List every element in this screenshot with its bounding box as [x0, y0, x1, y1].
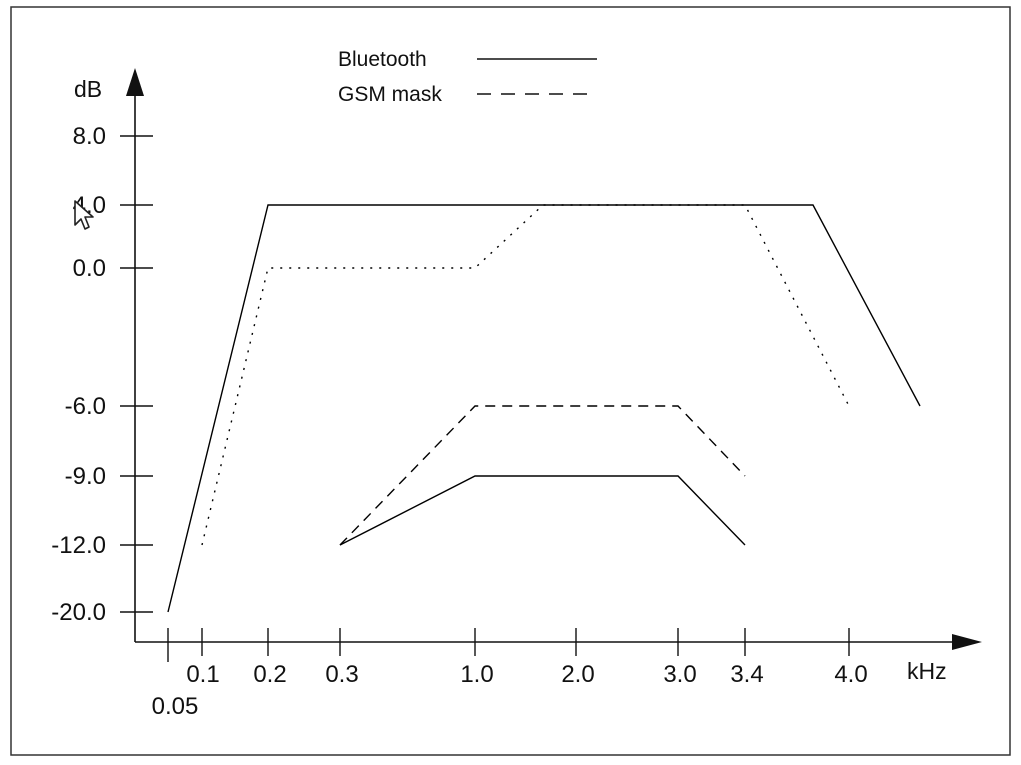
- x-axis-arrowhead: [952, 634, 982, 650]
- y-tick-label: -20.0: [51, 599, 106, 626]
- x-tick-label: 1.0: [460, 661, 493, 688]
- pointer-cursor-icon: [73, 199, 95, 233]
- x-tick-label: 0.2: [253, 661, 286, 688]
- x-tick-label: 0.1: [186, 661, 219, 688]
- y-tick-label: -12.0: [51, 532, 106, 559]
- x-axis-label: kHz: [907, 658, 947, 684]
- legend-label: Bluetooth: [338, 48, 427, 71]
- y-tick-label: 8.0: [73, 123, 106, 150]
- x-tick-label: 3.4: [730, 661, 763, 688]
- series-line-dotted-upper: [201, 204, 850, 546]
- legend-label: GSM mask: [338, 83, 442, 106]
- y-tick-label: -9.0: [65, 463, 106, 490]
- x-tick-label: 4.0: [834, 661, 867, 688]
- x-tick-label: 0.3: [325, 661, 358, 688]
- y-tick-label: 0.0: [73, 255, 106, 282]
- series-line-solid-lower: [339, 475, 746, 546]
- y-axis-arrowhead: [126, 68, 144, 96]
- figure-frame: [10, 6, 1011, 756]
- series-line-solid-upper: [167, 204, 921, 613]
- x-tick-label: 2.0: [561, 661, 594, 688]
- series-line-dashed-lower: [339, 405, 746, 546]
- x-tick-label: 3.0: [663, 661, 696, 688]
- x-tick-label: 0.05: [152, 693, 199, 720]
- y-tick-label: -6.0: [65, 393, 106, 420]
- y-axis-label: dB: [74, 76, 102, 102]
